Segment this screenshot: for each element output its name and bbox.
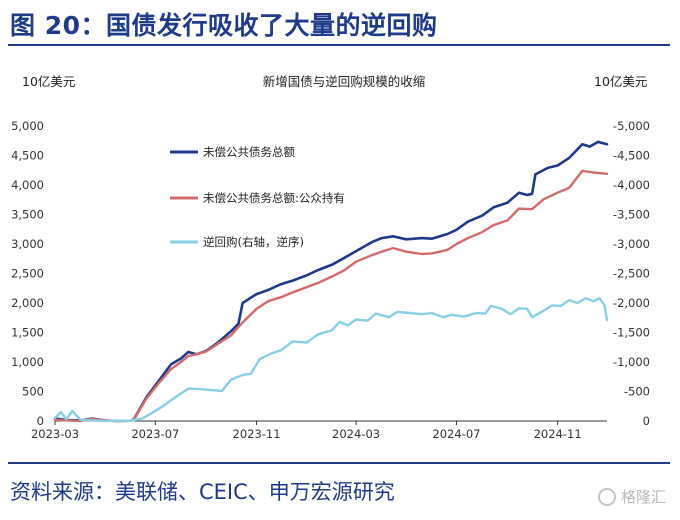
right-axis-label: 10亿美元 bbox=[594, 74, 647, 89]
right-y-tick-label: 0 bbox=[643, 414, 650, 428]
right-y-tick-label: -2,500 bbox=[613, 267, 650, 281]
left-axis-label: 10亿美元 bbox=[22, 74, 75, 89]
series-line-1 bbox=[53, 140, 609, 423]
x-tick-label: 2023-03 bbox=[31, 427, 79, 441]
left-y-tick-label: 2,500 bbox=[11, 267, 44, 281]
axes-group: 0 500 1,000 1,500 2,000 2,500 3,000 3,500 4,000 4… bbox=[11, 119, 650, 441]
source-note: 资料来源：美联储、CEIC、申万宏源研究 bbox=[10, 480, 395, 504]
chart: 新增国债与逆回购规模的收缩 10亿美元 10亿美元 0 500 1,000 1,500… bbox=[11, 74, 650, 441]
series-group bbox=[53, 140, 609, 423]
right-y-tick-label: -1,500 bbox=[613, 326, 650, 340]
legend-label-3: 逆回购(右轴，逆序) bbox=[203, 235, 304, 249]
right-y-tick-label: -3,500 bbox=[613, 208, 650, 222]
right-y-tick-label: -3,000 bbox=[613, 237, 650, 251]
left-y-tick-label: 2,000 bbox=[11, 296, 44, 310]
series-line-3 bbox=[53, 297, 609, 423]
source-rule bbox=[8, 462, 670, 464]
right-y-tick-label: -500 bbox=[624, 385, 650, 399]
title-rule bbox=[8, 44, 670, 46]
right-y-tick-label: -1,000 bbox=[613, 355, 650, 369]
right-y-tick-label: -4,500 bbox=[613, 149, 650, 163]
x-tick-label: 2023-07 bbox=[131, 427, 179, 441]
right-y-tick-label: -4,000 bbox=[613, 178, 650, 192]
left-y-tick-label: 3,500 bbox=[11, 208, 44, 222]
left-y-tick-label: 5,000 bbox=[11, 119, 44, 133]
right-y-tick-label: -2,000 bbox=[613, 296, 650, 310]
watermark-text: 格隆汇 bbox=[620, 488, 666, 506]
left-y-tick-label: 500 bbox=[22, 385, 44, 399]
watermark-logo-icon bbox=[597, 487, 616, 506]
left-y-tick-label: 4,500 bbox=[11, 149, 44, 163]
left-y-tick-label: 4,000 bbox=[11, 178, 44, 192]
x-tick-label: 2024-07 bbox=[432, 427, 480, 441]
left-y-tick-label: 3,000 bbox=[11, 237, 44, 251]
legend-label-1: 未偿公共债务总额 bbox=[203, 145, 295, 159]
left-y-tick-label: 0 bbox=[37, 414, 44, 428]
left-y-tick-label: 1,500 bbox=[11, 326, 44, 340]
right-y-tick-label: -5,000 bbox=[613, 119, 650, 133]
x-tick-label: 2023-11 bbox=[233, 427, 281, 441]
watermark: 格隆汇 bbox=[597, 486, 666, 507]
x-tick-label: 2024-11 bbox=[534, 427, 582, 441]
chart-title: 新增国债与逆回购规模的收缩 bbox=[263, 74, 426, 89]
left-y-tick-label: 1,000 bbox=[11, 355, 44, 369]
figure-title: 图 20：国债发行吸收了大量的逆回购 bbox=[10, 11, 438, 40]
x-tick-label: 2024-03 bbox=[332, 427, 380, 441]
series-line-2 bbox=[53, 169, 609, 423]
legend-label-2: 未偿公共债务总额:公众持有 bbox=[203, 191, 345, 205]
